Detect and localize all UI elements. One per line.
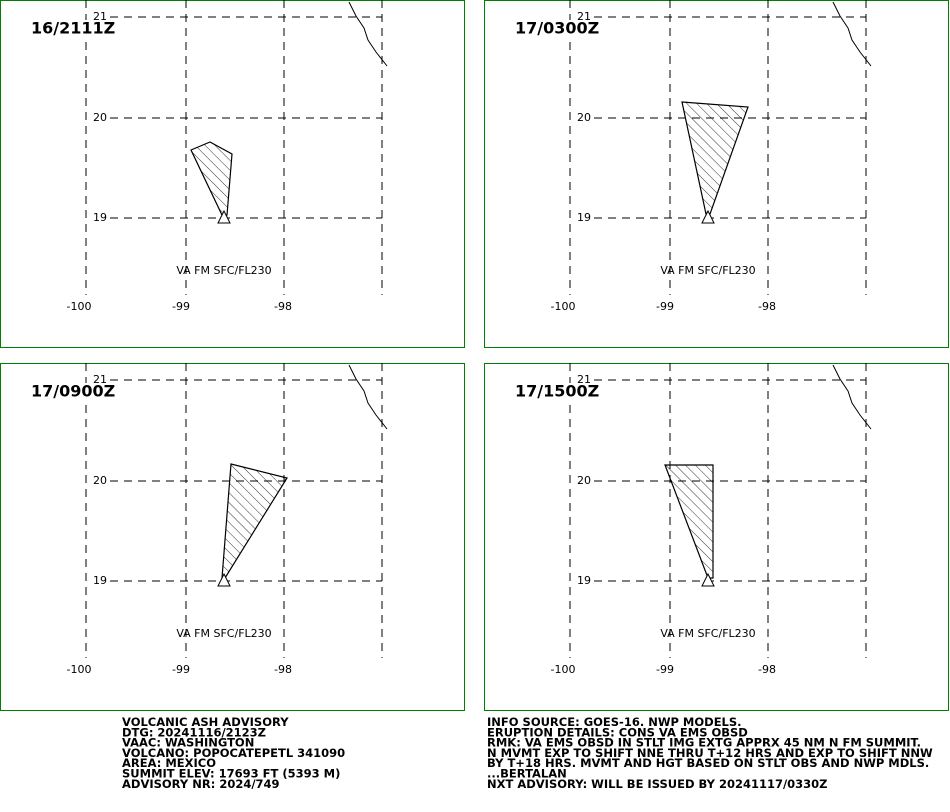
lon-label: -99 xyxy=(172,663,190,676)
panel-border xyxy=(0,363,465,711)
advisory-line: AREA: MEXICO xyxy=(122,756,216,770)
panel: 21 20 19 -100 -99 -98 16/2111Z VA FM SFC/FL230 xyxy=(0,0,465,348)
advisory-line: RMK: VA EMS OBSD IN STLT IMG EXTG APPRX … xyxy=(487,736,921,750)
valid-time: 17/1500Z xyxy=(515,382,599,401)
lat-label: 19 xyxy=(93,574,107,587)
lon-label: -98 xyxy=(758,300,776,313)
lat-label: 21 xyxy=(93,373,107,386)
panel-border xyxy=(484,0,949,348)
panel: 21 20 19 -100 -99 -98 17/1500Z VA FM SFC/FL230 xyxy=(484,363,949,711)
time-bg xyxy=(514,383,586,401)
ash-cloud xyxy=(681,101,749,215)
advisory-line: VOLCANO: POPOCATEPETL 341090 xyxy=(122,746,345,760)
lon-label: -99 xyxy=(656,663,674,676)
panel-border xyxy=(0,0,465,348)
advisory-line: VOLCANIC ASH ADVISORY xyxy=(122,715,289,729)
volcano xyxy=(701,209,715,224)
coastline xyxy=(348,364,388,430)
advisory-line: N MVMT EXP TO SHIFT NNE THRU T+12 HRS AN… xyxy=(487,746,933,760)
lon-label: -99 xyxy=(172,300,190,313)
lon-label: -98 xyxy=(274,663,292,676)
volcano xyxy=(217,572,231,587)
valid-time: 17/0900Z xyxy=(31,382,115,401)
lon-label: -98 xyxy=(758,663,776,676)
panel: 21 20 19 -100 -99 -98 17/0300Z VA FM SFC/FL230 xyxy=(484,0,949,348)
panel: 21 20 19 -100 -99 -98 17/0900Z VA FM SFC/FL230 xyxy=(0,363,465,711)
lat-label: 19 xyxy=(577,574,591,587)
layer-label: VA FM SFC/FL230 xyxy=(176,264,271,277)
ash-cloud xyxy=(221,463,288,579)
lon-label: -100 xyxy=(67,663,92,676)
lat-label: 20 xyxy=(577,474,591,487)
lat-label: 21 xyxy=(577,373,591,386)
lat-label: 20 xyxy=(577,111,591,124)
lon-label: -100 xyxy=(551,663,576,676)
advisory-line: ...BERTALAN xyxy=(487,767,567,781)
ash-cloud xyxy=(664,464,714,579)
lat-label: 20 xyxy=(93,111,107,124)
advisory-line: ADVISORY NR: 2024/749 xyxy=(122,777,280,791)
layer-label: VA FM SFC/FL230 xyxy=(660,264,755,277)
time-bg xyxy=(30,383,102,401)
time-bg xyxy=(30,20,102,38)
lon-label: -99 xyxy=(656,300,674,313)
lat-label: 20 xyxy=(93,474,107,487)
layer-label: VA FM SFC/FL230 xyxy=(660,627,755,640)
advisory-line: BY T+18 HRS. MVMT AND HGT BASED ON STLT … xyxy=(487,756,929,770)
panel-border xyxy=(484,363,949,711)
coastline xyxy=(832,1,872,67)
lat-label: 19 xyxy=(93,211,107,224)
ash-cloud xyxy=(190,141,233,216)
lat-label: 21 xyxy=(577,10,591,23)
advisory-line: DTG: 20241116/2123Z xyxy=(122,725,266,739)
lon-label: -98 xyxy=(274,300,292,313)
advisory-line: NXT ADVISORY: WILL BE ISSUED BY 20241117… xyxy=(487,777,828,791)
advisory-line: VAAC: WASHINGTON xyxy=(122,736,254,750)
valid-time: 16/2111Z xyxy=(31,19,115,38)
lon-label: -100 xyxy=(67,300,92,313)
lat-label: 19 xyxy=(577,211,591,224)
coastline xyxy=(832,364,872,430)
layer-label: VA FM SFC/FL230 xyxy=(176,627,271,640)
advisory-line: SUMMIT ELEV: 17693 FT (5393 M) xyxy=(122,767,340,781)
advisory-line: INFO SOURCE: GOES-16. NWP MODELS. xyxy=(487,715,742,729)
volcano xyxy=(701,572,715,587)
coastline xyxy=(348,1,388,67)
lat-label: 21 xyxy=(93,10,107,23)
lon-label: -100 xyxy=(551,300,576,313)
time-bg xyxy=(514,20,586,38)
volcano xyxy=(217,209,231,224)
valid-time: 17/0300Z xyxy=(515,19,599,38)
advisory-line: ERUPTION DETAILS: CONS VA EMS OBSD xyxy=(487,725,748,739)
